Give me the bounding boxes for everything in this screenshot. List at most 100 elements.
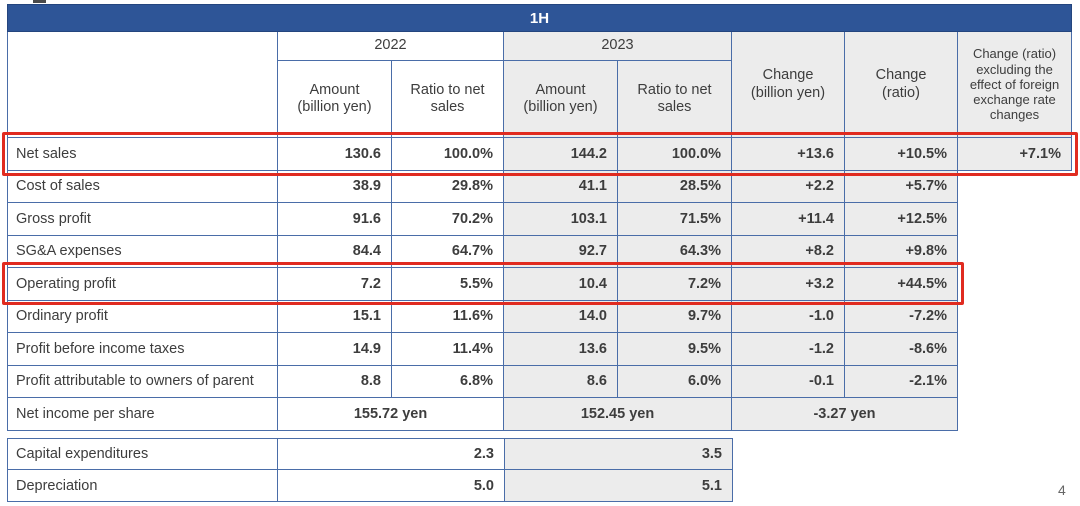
- cell-change-ratio: -7.2%: [845, 300, 958, 333]
- row-label: Cost of sales: [7, 170, 278, 203]
- cell-2023-amount: 10.4: [504, 268, 618, 301]
- table-row-net-income-per-share: Net income per share 155.72 yen 152.45 y…: [7, 398, 1072, 431]
- cell-change-amount: +8.2: [732, 235, 845, 268]
- cell-2023-ratio: 64.3%: [618, 235, 732, 268]
- cell-2023-ratio: 9.7%: [618, 300, 732, 333]
- cell-change-fx: +7.1%: [958, 138, 1072, 171]
- cell-change-amount: -0.1: [732, 365, 845, 398]
- cell-2022-amount: 15.1: [278, 300, 392, 333]
- cell-depreciation-2023: 5.1: [505, 470, 733, 502]
- cell-2022-ratio: 100.0%: [392, 138, 504, 171]
- row-label: SG&A expenses: [7, 235, 278, 268]
- cell-change-ratio: +5.7%: [845, 170, 958, 203]
- amount-2023-header: Amount (billion yen): [504, 61, 618, 138]
- cell-change-ratio: +10.5%: [845, 138, 958, 171]
- table-row-operating-profit: Operating profit 7.2 5.5% 10.4 7.2% +3.2…: [7, 268, 1072, 301]
- empty-cell: [958, 333, 1072, 366]
- cell-depreciation-2022: 5.0: [278, 470, 505, 502]
- cropped-text-artifact: [33, 0, 46, 3]
- cell-change-ratio: +9.8%: [845, 235, 958, 268]
- cell-change-amount: -1.0: [732, 300, 845, 333]
- cell-capex-2023: 3.5: [505, 438, 733, 470]
- cell-change-amount: +3.2: [732, 268, 845, 301]
- cell-change-amount: +11.4: [732, 203, 845, 236]
- ratio-2022-header: Ratio to net sales: [392, 61, 504, 138]
- cell-2023-ratio: 7.2%: [618, 268, 732, 301]
- corner-cell: [7, 32, 278, 138]
- cell-change-amount: -1.2: [732, 333, 845, 366]
- empty-cell: [958, 171, 1072, 204]
- table-row-ordinary-profit: Ordinary profit 15.1 11.6% 14.0 9.7% -1.…: [7, 300, 1072, 334]
- empty-cell: [958, 236, 1072, 269]
- row-label: Ordinary profit: [7, 300, 278, 333]
- cell-2023-ratio: 28.5%: [618, 170, 732, 203]
- period-header-bar: 1H: [7, 4, 1072, 32]
- cell-2023-amount: 41.1: [504, 170, 618, 203]
- page-number: 4: [1058, 482, 1066, 498]
- cell-2023-ratio: 71.5%: [618, 203, 732, 236]
- cell-2022-amount: 14.9: [278, 333, 392, 366]
- change-ratio-header: Change (ratio): [845, 32, 958, 138]
- cell-2022-amount: 8.8: [278, 365, 392, 398]
- cell-2023-amount: 14.0: [504, 300, 618, 333]
- ratio-2023-header: Ratio to net sales: [618, 61, 732, 138]
- cell-2022-amount: 91.6: [278, 203, 392, 236]
- cell-2022-ratio: 11.4%: [392, 333, 504, 366]
- change-fx-header: Change (ratio) excluding the effect of f…: [958, 32, 1072, 138]
- cell-2022-ratio: 5.5%: [392, 268, 504, 301]
- empty-cell: [958, 366, 1072, 399]
- row-label: Depreciation: [7, 470, 278, 502]
- capex-table: Capital expenditures 2.3 3.5 Depreciatio…: [7, 438, 733, 502]
- empty-cell: [958, 398, 1072, 431]
- cell-2023-amount: 92.7: [504, 235, 618, 268]
- cell-2023-amount: 13.6: [504, 333, 618, 366]
- table-row-gross-profit: Gross profit 91.6 70.2% 103.1 71.5% +11.…: [7, 203, 1072, 236]
- change-amount-header: Change (billion yen): [732, 32, 845, 138]
- cell-2023-amount: 103.1: [504, 203, 618, 236]
- empty-cell: [958, 268, 1072, 301]
- year-2023-header: 2023: [504, 32, 732, 61]
- cell-2022-ratio: 29.8%: [392, 170, 504, 203]
- cell-2023-amount: 144.2: [504, 138, 618, 171]
- cell-2023-ratio: 6.0%: [618, 365, 732, 398]
- cell-2022-amount: 84.4: [278, 235, 392, 268]
- row-label: Gross profit: [7, 203, 278, 236]
- table-row-net-sales: Net sales 130.6 100.0% 144.2 100.0% +13.…: [7, 138, 1072, 171]
- cell-per-share-2022: 155.72 yen: [278, 398, 504, 431]
- empty-cell: [958, 203, 1072, 236]
- cell-2022-ratio: 70.2%: [392, 203, 504, 236]
- cell-change-ratio: +12.5%: [845, 203, 958, 236]
- cell-2022-ratio: 64.7%: [392, 235, 504, 268]
- row-label: Profit before income taxes: [7, 333, 278, 366]
- cell-change-amount: +2.2: [732, 170, 845, 203]
- row-label: Operating profit: [7, 268, 278, 301]
- cell-change-amount: +13.6: [732, 138, 845, 171]
- table-row-cost-of-sales: Cost of sales 38.9 29.8% 41.1 28.5% +2.2…: [7, 170, 1072, 204]
- results-table: 1H 2022 2023 Amount (billion yen) Ratio …: [7, 4, 1072, 431]
- cell-2023-amount: 8.6: [504, 365, 618, 398]
- row-label: Profit attributable to owners of parent: [7, 365, 278, 398]
- row-label: Net income per share: [7, 398, 278, 431]
- cell-per-share-2023: 152.45 yen: [504, 398, 732, 431]
- row-label: Net sales: [7, 138, 278, 171]
- empty-cell: [958, 301, 1072, 334]
- cell-2022-ratio: 6.8%: [392, 365, 504, 398]
- cell-2023-ratio: 100.0%: [618, 138, 732, 171]
- cell-2022-amount: 130.6: [278, 138, 392, 171]
- cell-change-ratio: -2.1%: [845, 365, 958, 398]
- cell-per-share-change: -3.27 yen: [732, 398, 958, 431]
- cell-capex-2022: 2.3: [278, 438, 505, 470]
- cell-2022-amount: 38.9: [278, 170, 392, 203]
- table-row-sga-expenses: SG&A expenses 84.4 64.7% 92.7 64.3% +8.2…: [7, 235, 1072, 269]
- year-2022-header: 2022: [278, 32, 504, 61]
- amount-2022-header: Amount (billion yen): [278, 61, 392, 138]
- cell-change-ratio: +44.5%: [845, 268, 958, 301]
- table-header: 2022 2023 Amount (billion yen) Ratio to …: [7, 32, 1072, 138]
- row-label: Capital expenditures: [7, 438, 278, 470]
- period-header-label: 1H: [529, 9, 550, 27]
- cell-2022-amount: 7.2: [278, 268, 392, 301]
- cell-change-ratio: -8.6%: [845, 333, 958, 366]
- table-row-profit-before-taxes: Profit before income taxes 14.9 11.4% 13…: [7, 333, 1072, 366]
- table-row-profit-attributable: Profit attributable to owners of parent …: [7, 365, 1072, 399]
- cell-2023-ratio: 9.5%: [618, 333, 732, 366]
